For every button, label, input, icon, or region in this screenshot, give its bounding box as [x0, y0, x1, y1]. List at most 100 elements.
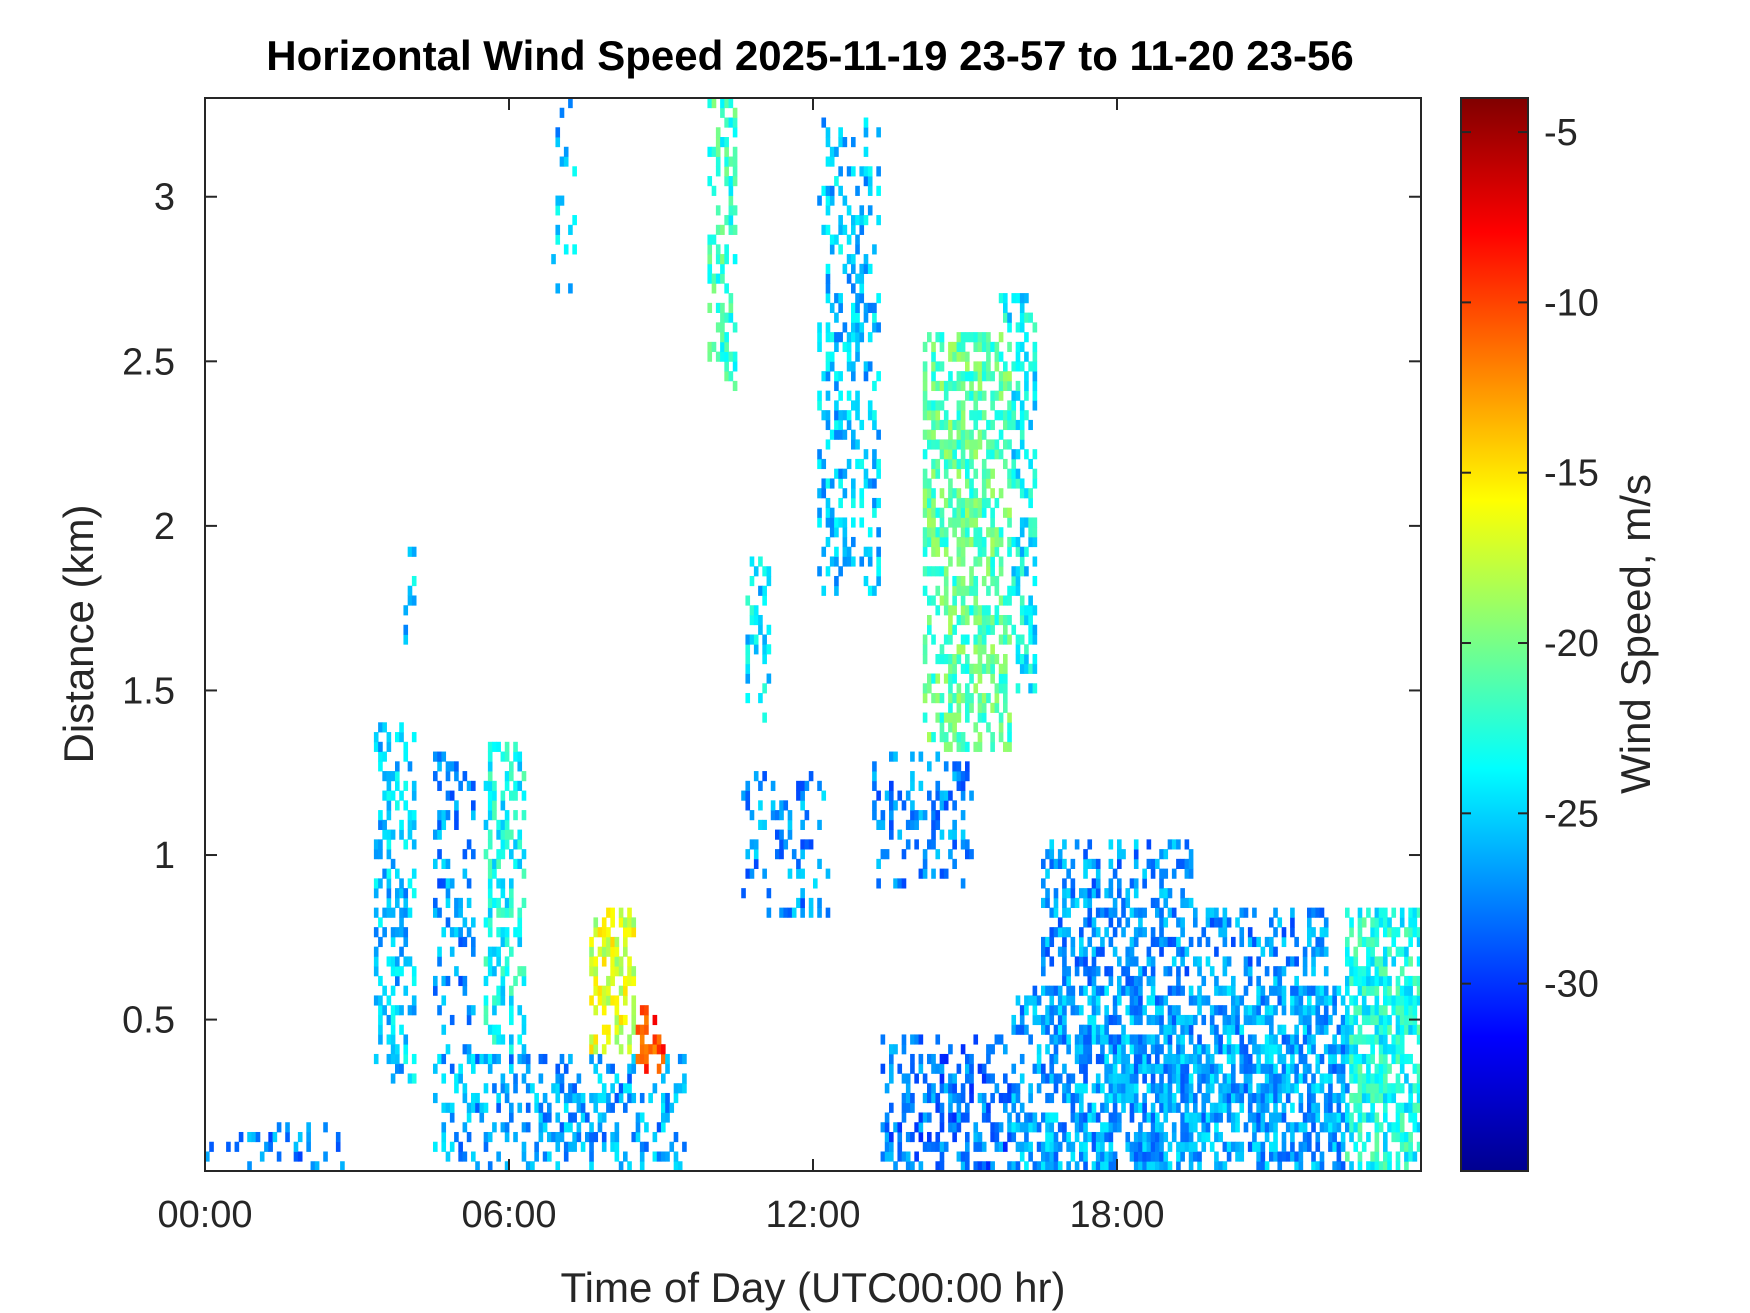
heatmap-cell	[1209, 1014, 1215, 1026]
heatmap-cell	[943, 380, 949, 392]
heatmap-cell	[838, 429, 843, 440]
heatmap-cell	[889, 1141, 894, 1152]
heatmap-cell	[1167, 966, 1173, 977]
heatmap-cell	[842, 468, 848, 479]
heatmap-cell	[838, 332, 843, 343]
heatmap-cell	[521, 849, 527, 860]
heatmap-cell	[910, 780, 915, 791]
heatmap-cell	[1104, 1024, 1109, 1035]
heatmap-cell	[880, 819, 886, 830]
heatmap-cell	[462, 849, 468, 860]
heatmap-cell	[998, 595, 1004, 606]
heatmap-cell	[1112, 1053, 1118, 1065]
heatmap-cell	[1264, 936, 1270, 948]
heatmap-cell	[1112, 1151, 1118, 1162]
heatmap-cell	[1028, 488, 1033, 499]
heatmap-cell	[969, 410, 974, 421]
heatmap-cell	[1222, 927, 1228, 938]
heatmap-cell	[1252, 1044, 1257, 1055]
heatmap-cell	[889, 1102, 894, 1113]
heatmap-cell	[1387, 985, 1392, 996]
heatmap-cell	[910, 819, 915, 830]
heatmap-cell	[931, 488, 936, 499]
heatmap-cell	[842, 429, 848, 440]
heatmap-cell	[1222, 1073, 1228, 1084]
heatmap-cell	[1395, 1024, 1401, 1035]
heatmap-cell	[1374, 1034, 1380, 1045]
heatmap-cell	[492, 1122, 497, 1133]
heatmap-cell	[407, 956, 413, 967]
heatmap-cell	[981, 429, 987, 440]
heatmap-cell	[1015, 1112, 1021, 1123]
heatmap-cell	[618, 966, 624, 977]
heatmap-cell	[1357, 1083, 1363, 1094]
heatmap-cell	[973, 449, 979, 460]
heatmap-cell	[1167, 1141, 1173, 1152]
heatmap-cell	[787, 907, 793, 918]
heatmap-cell	[973, 497, 979, 509]
heatmap-cell	[1332, 1131, 1337, 1143]
heatmap-cell	[927, 507, 932, 518]
heatmap-cell	[1032, 468, 1038, 479]
heatmap-cell	[1108, 1151, 1114, 1162]
heatmap-cell	[1095, 878, 1101, 889]
heatmap-cell	[618, 985, 624, 996]
heatmap-cell	[1045, 897, 1050, 909]
heatmap-cell	[1226, 1024, 1232, 1035]
heatmap-cell	[437, 751, 442, 762]
heatmap-cell	[990, 741, 995, 752]
heatmap-cell	[1041, 966, 1046, 977]
heatmap-cell	[1053, 1131, 1059, 1143]
heatmap-cell	[960, 449, 966, 460]
heatmap-cell	[728, 351, 734, 362]
heatmap-cell	[1142, 1112, 1147, 1123]
heatmap-cell	[1104, 1161, 1109, 1172]
heatmap-cell	[1138, 966, 1143, 977]
heatmap-cell	[863, 146, 869, 157]
heatmap-cell	[1146, 1151, 1152, 1162]
heatmap-cell	[593, 1063, 599, 1074]
heatmap-cell	[1100, 1141, 1105, 1152]
heatmap-cell	[1155, 1005, 1160, 1016]
heatmap-cell	[732, 205, 738, 216]
heatmap-cell	[935, 712, 941, 723]
heatmap-cell	[943, 410, 949, 421]
heatmap-cell	[1079, 1024, 1084, 1035]
heatmap-cell	[509, 849, 514, 860]
heatmap-cell	[487, 917, 493, 928]
heatmap-cell	[973, 371, 979, 382]
heatmap-cell	[825, 361, 831, 372]
heatmap-cell	[1053, 888, 1059, 899]
heatmap-cell	[821, 478, 827, 489]
heatmap-cell	[981, 1092, 987, 1104]
heatmap-cell	[939, 868, 945, 879]
heatmap-cell	[867, 263, 873, 274]
heatmap-cell	[1387, 995, 1392, 1006]
heatmap-cell	[1193, 1063, 1198, 1074]
heatmap-cell	[1053, 858, 1059, 869]
heatmap-cell	[610, 1131, 615, 1143]
heatmap-cell	[1180, 1014, 1185, 1026]
heatmap-cell	[466, 1112, 472, 1123]
heatmap-cell	[935, 790, 941, 801]
heatmap-cell	[601, 1112, 607, 1123]
heatmap-cell	[449, 1102, 455, 1113]
heatmap-cell	[927, 595, 932, 606]
heatmap-cell	[952, 605, 957, 616]
heatmap-cell	[1357, 1102, 1363, 1113]
heatmap-cell	[1383, 1044, 1388, 1055]
heatmap-cell	[1083, 1063, 1088, 1074]
heatmap-cell	[948, 634, 953, 645]
heatmap-cell	[939, 341, 945, 353]
heatmap-cell	[1133, 995, 1139, 1006]
heatmap-cell	[1416, 1092, 1422, 1104]
heatmap-cell	[927, 1131, 932, 1143]
heatmap-cell	[500, 819, 506, 830]
heatmap-cell	[960, 371, 966, 382]
heatmap-cell	[867, 205, 873, 216]
heatmap-cell	[1281, 1083, 1287, 1094]
heatmap-cell	[1408, 985, 1413, 996]
heatmap-cell	[606, 927, 611, 938]
heatmap-cell	[1345, 1044, 1350, 1055]
heatmap-cell	[1226, 1044, 1232, 1055]
